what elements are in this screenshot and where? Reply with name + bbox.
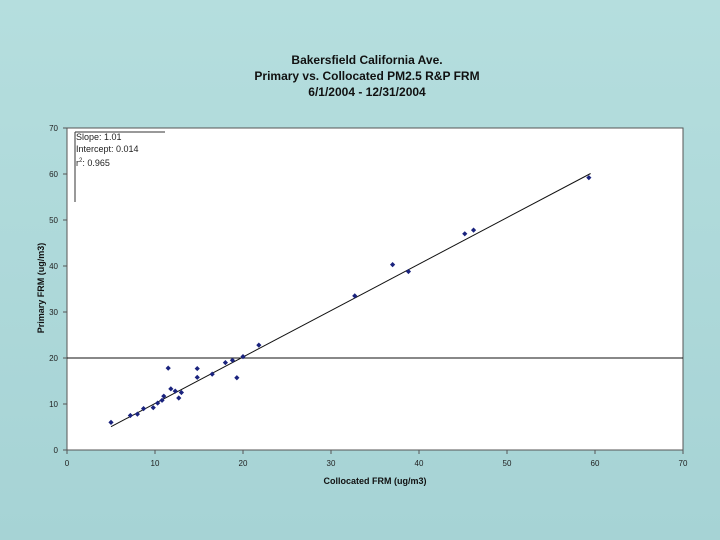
r-squared-value: : 0.965 — [82, 158, 110, 168]
data-point — [586, 175, 592, 181]
plot-area — [66, 127, 684, 451]
x-tick-label: 70 — [679, 459, 688, 468]
r-squared-exponent: 2 — [79, 158, 83, 164]
data-point — [194, 374, 200, 380]
data-point — [209, 371, 215, 377]
data-point — [127, 412, 133, 419]
x-tick-label: 10 — [151, 459, 160, 468]
data-point — [155, 400, 161, 406]
slope-text: Slope: 1.01 — [76, 132, 122, 142]
data-point — [240, 354, 246, 360]
x-tick-label: 30 — [327, 459, 336, 468]
data-point — [168, 386, 174, 392]
y-tick-label: 10 — [49, 400, 58, 409]
chart-title-block: Bakersfield California Ave. Primary vs. … — [0, 52, 720, 100]
x-tick-label: 40 — [415, 459, 424, 468]
data-point — [256, 342, 262, 348]
chart-title: Bakersfield California Ave. — [291, 53, 443, 67]
data-point — [178, 389, 184, 396]
x-tick-label: 50 — [503, 459, 512, 468]
data-point — [134, 411, 140, 417]
x-axis-label: Collocated FRM (ug/m3) — [323, 476, 427, 486]
chart-date-range: 6/1/2004 - 12/31/2004 — [308, 85, 426, 99]
data-point — [405, 268, 412, 275]
trendline — [110, 173, 591, 428]
data-point — [470, 227, 477, 233]
intercept-text: Intercept: 0.014 — [76, 144, 139, 154]
r-squared-letter: r — [76, 158, 79, 168]
data-point — [390, 262, 396, 268]
y-tick-label: 0 — [54, 446, 59, 455]
data-point — [108, 419, 114, 425]
data-point — [165, 365, 171, 371]
x-tick-label: 0 — [65, 459, 70, 468]
x-tick-label: 20 — [239, 459, 248, 468]
chart-subtitle: Primary vs. Collocated PM2.5 R&P FRM — [254, 69, 480, 83]
y-axis-label: Primary FRM (ug/m3) — [36, 242, 46, 334]
data-point — [172, 388, 178, 394]
y-tick-label: 50 — [49, 216, 58, 225]
y-tick-label: 40 — [49, 262, 58, 271]
data-point — [229, 357, 236, 363]
y-tick-label: 30 — [49, 308, 58, 317]
data-point — [159, 397, 165, 403]
data-point — [462, 231, 468, 237]
data-point — [194, 365, 200, 372]
data-point — [150, 405, 156, 411]
y-tick-label: 20 — [49, 354, 58, 363]
data-point — [352, 293, 358, 299]
r-squared-text: r2: 0.965 — [76, 155, 139, 169]
y-tick-label: 60 — [49, 170, 58, 179]
data-point — [234, 375, 240, 381]
y-tick-label: 70 — [49, 124, 58, 133]
data-point — [140, 406, 147, 412]
data-point — [161, 393, 167, 399]
data-point — [222, 360, 228, 366]
x-tick-label: 60 — [591, 459, 600, 468]
data-point — [176, 395, 182, 401]
regression-stats: Slope: 1.01 Intercept: 0.014 r2: 0.965 — [76, 131, 139, 169]
